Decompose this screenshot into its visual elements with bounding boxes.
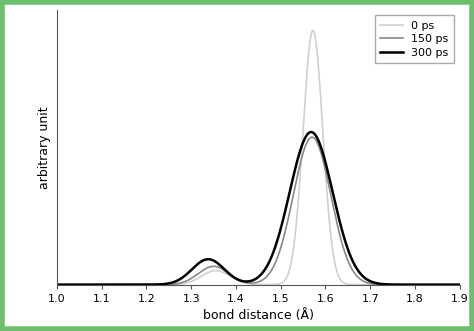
300 ps — [54, 283, 60, 287]
0 ps — [239, 280, 245, 284]
0 ps — [74, 283, 80, 287]
150 ps — [239, 279, 245, 283]
150 ps — [309, 135, 315, 139]
300 ps — [74, 283, 80, 287]
150 ps — [372, 282, 377, 286]
Line: 0 ps: 0 ps — [57, 30, 460, 285]
0 ps — [310, 28, 316, 32]
Line: 150 ps: 150 ps — [57, 137, 460, 285]
300 ps — [446, 283, 451, 287]
0 ps — [457, 283, 463, 287]
Y-axis label: arbitrary unit: arbitrary unit — [38, 106, 51, 189]
300 ps — [457, 283, 463, 287]
300 ps — [372, 281, 377, 285]
0 ps — [250, 282, 255, 286]
X-axis label: bond distance (Å): bond distance (Å) — [203, 309, 314, 322]
300 ps — [445, 283, 451, 287]
Legend: 0 ps, 150 ps, 300 ps: 0 ps, 150 ps, 300 ps — [375, 16, 454, 63]
Line: 300 ps: 300 ps — [57, 132, 460, 285]
0 ps — [445, 283, 451, 287]
150 ps — [445, 283, 451, 287]
300 ps — [250, 278, 255, 282]
150 ps — [74, 283, 80, 287]
300 ps — [309, 130, 314, 134]
0 ps — [446, 283, 451, 287]
150 ps — [446, 283, 451, 287]
150 ps — [250, 281, 255, 285]
0 ps — [372, 283, 377, 287]
150 ps — [54, 283, 60, 287]
150 ps — [457, 283, 463, 287]
300 ps — [239, 279, 245, 283]
0 ps — [54, 283, 60, 287]
